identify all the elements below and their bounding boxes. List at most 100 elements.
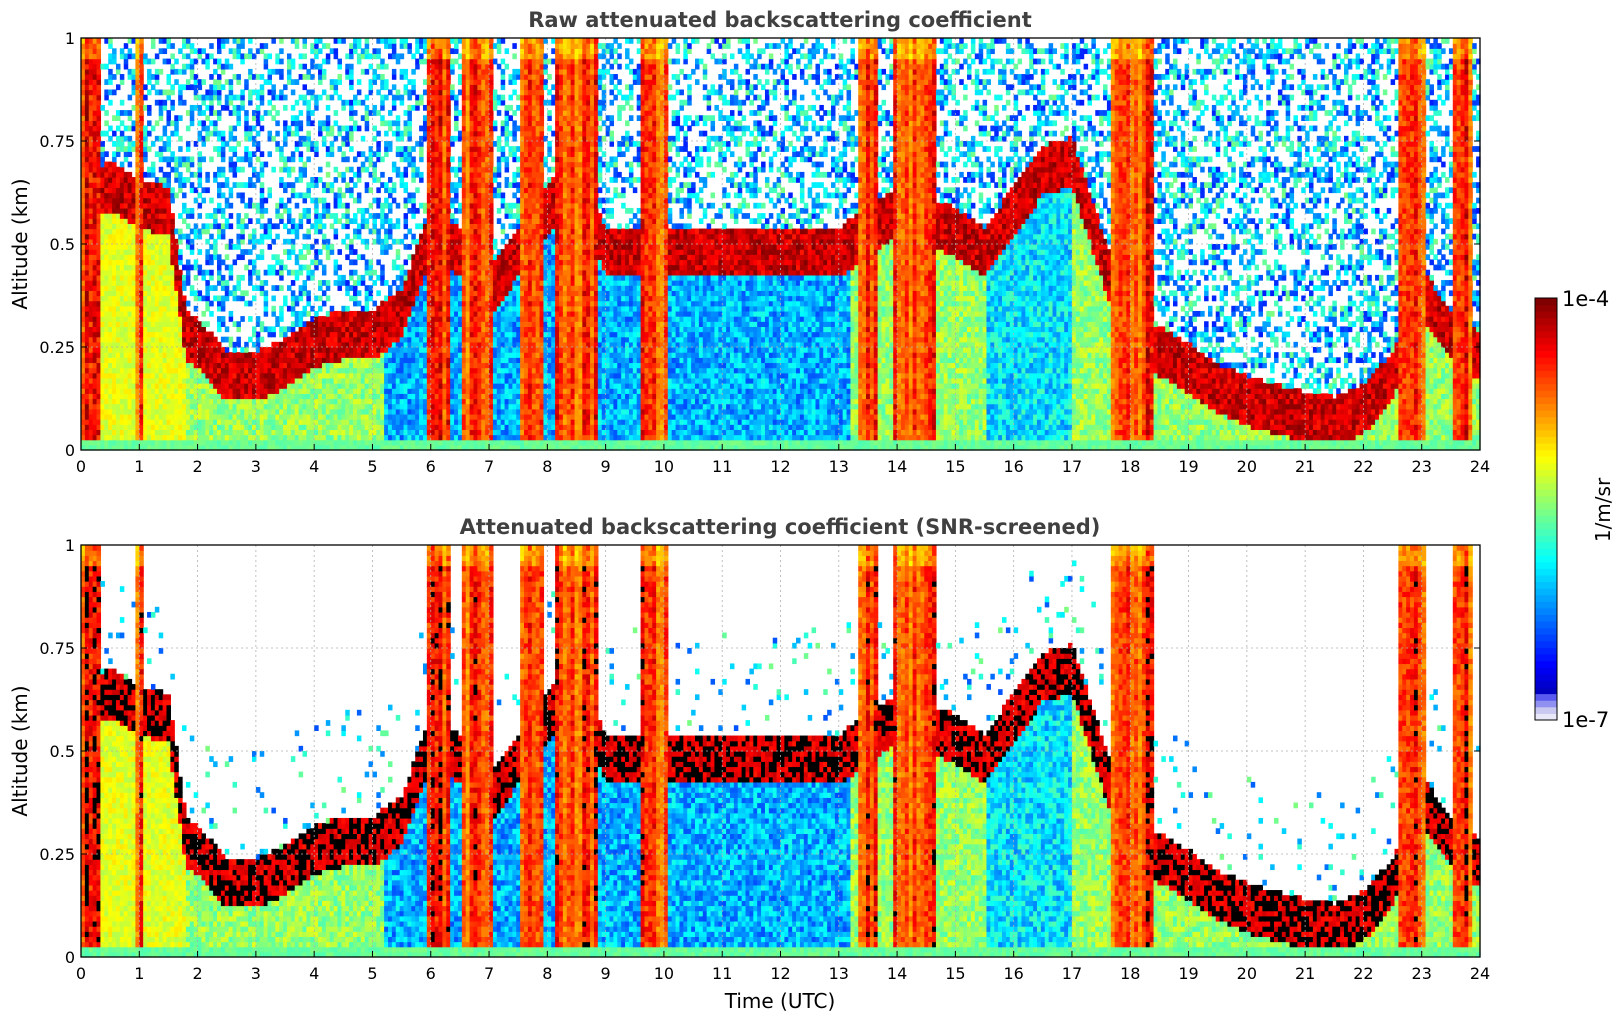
heatmap-cell — [112, 326, 116, 332]
heatmap-cell — [120, 435, 124, 441]
heatmap-cell — [155, 290, 159, 296]
heatmap-cell — [120, 378, 124, 384]
heatmap-cell — [209, 156, 213, 162]
heatmap-cell — [178, 280, 182, 286]
heatmap-cell — [217, 368, 221, 374]
heatmap-cell — [116, 414, 120, 420]
heatmap-cell — [166, 326, 170, 332]
heatmap-cell — [217, 280, 221, 286]
heatmap-cell — [155, 74, 159, 80]
heatmap-cell — [155, 285, 159, 291]
heatmap-cell — [190, 383, 194, 389]
heatmap-cell — [205, 347, 209, 353]
heatmap-cell — [139, 424, 143, 430]
heatmap-cell — [143, 316, 147, 322]
heatmap-cell — [112, 254, 116, 260]
heatmap-cell — [205, 404, 209, 410]
heatmap-cell — [116, 244, 120, 250]
heatmap-cell — [159, 357, 163, 363]
heatmap-cell — [155, 435, 159, 441]
heatmap-cell — [213, 419, 217, 425]
heatmap-cell — [163, 404, 167, 410]
heatmap-cell — [112, 285, 116, 291]
heatmap-cell — [143, 218, 147, 224]
heatmap-cell — [225, 347, 229, 353]
heatmap-cell — [213, 84, 217, 90]
heatmap-cell — [159, 151, 163, 157]
heatmap-cell — [85, 275, 89, 281]
heatmap-cell — [97, 90, 101, 96]
panel-raw-backscatter: Raw attenuated backscattering coefficien… — [8, 8, 1490, 476]
heatmap-cell — [139, 105, 143, 111]
heatmap-cell — [120, 120, 124, 126]
heatmap-cell — [159, 244, 163, 250]
heatmap-cell — [120, 373, 124, 379]
heatmap-cell — [120, 429, 124, 435]
heatmap-cell — [221, 213, 225, 219]
heatmap-cell — [217, 419, 221, 425]
heatmap-cell — [174, 383, 178, 389]
heatmap-cell — [89, 399, 93, 405]
heatmap-cell — [209, 234, 213, 240]
heatmap-cell — [128, 316, 132, 322]
heatmap-cell — [100, 249, 104, 255]
heatmap-cell — [93, 332, 97, 338]
heatmap-cell — [116, 440, 120, 446]
heatmap-cell — [166, 218, 170, 224]
heatmap-cell — [170, 223, 174, 229]
heatmap-cell — [217, 208, 221, 214]
heatmap-cell — [166, 59, 170, 65]
heatmap-cell — [143, 352, 147, 358]
heatmap-cell — [143, 362, 147, 368]
heatmap-cell — [85, 110, 89, 116]
heatmap-cell — [104, 38, 108, 44]
heatmap-cell — [217, 357, 221, 363]
heatmap-cell — [170, 332, 174, 338]
heatmap-cell — [205, 95, 209, 101]
heatmap-cell — [159, 429, 163, 435]
heatmap-cell — [147, 388, 151, 394]
heatmap-cell — [174, 311, 178, 317]
heatmap-cell — [100, 404, 104, 410]
heatmap-cell — [205, 373, 209, 379]
heatmap-cell — [104, 435, 108, 441]
heatmap-cell — [108, 187, 112, 193]
heatmap-cell — [143, 249, 147, 255]
heatmap-cell — [213, 393, 217, 399]
heatmap-cell — [124, 306, 128, 312]
heatmap-cell — [147, 362, 151, 368]
heatmap-cell — [120, 301, 124, 307]
heatmap-cell — [93, 48, 97, 54]
heatmap-cell — [163, 424, 167, 430]
heatmap-cell — [147, 326, 151, 332]
heatmap-cell — [124, 208, 128, 214]
heatmap-cell — [108, 429, 112, 435]
heatmap-cell — [147, 254, 151, 260]
heatmap-cell — [221, 316, 225, 322]
heatmap-cell — [100, 424, 104, 430]
heatmap-cell — [186, 332, 190, 338]
heatmap-cell — [93, 280, 97, 286]
heatmap-cell — [159, 337, 163, 343]
heatmap-cell — [104, 393, 108, 399]
heatmap-cell — [178, 316, 182, 322]
heatmap-cell — [190, 172, 194, 178]
heatmap-cell — [93, 172, 97, 178]
heatmap-cell — [155, 404, 159, 410]
heatmap-cell — [209, 357, 213, 363]
heatmap-cell — [163, 429, 167, 435]
heatmap-cell — [159, 275, 163, 281]
heatmap-cell — [174, 352, 178, 358]
heatmap-cell — [166, 399, 170, 405]
heatmap-cell — [182, 373, 186, 379]
heatmap-cell — [93, 110, 97, 116]
heatmap-cell — [155, 337, 159, 343]
heatmap-cell — [170, 131, 174, 137]
heatmap-cell — [81, 90, 85, 96]
heatmap-cell — [93, 373, 97, 379]
heatmap-cell — [190, 337, 194, 343]
heatmap-cell — [116, 151, 120, 157]
heatmap-cell — [89, 296, 93, 302]
heatmap-cell — [104, 352, 108, 358]
heatmap-cell — [201, 435, 205, 441]
